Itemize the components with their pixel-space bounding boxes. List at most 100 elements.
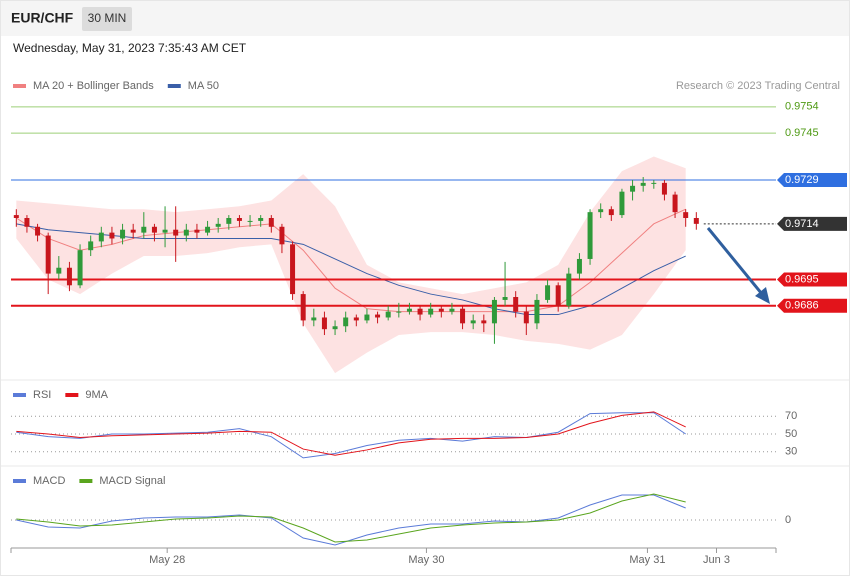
candle-body <box>183 229 189 236</box>
candle-body <box>130 229 136 233</box>
level-tag <box>777 272 847 287</box>
candle-body <box>13 215 19 218</box>
legend-swatch <box>65 393 79 397</box>
forecast-arrow <box>706 227 764 295</box>
candle-body <box>215 223 221 227</box>
candle-body <box>236 218 242 221</box>
legend-label: MA 50 <box>188 80 219 92</box>
indicator-line <box>16 493 686 543</box>
candle-body <box>608 209 614 216</box>
x-tick-label: May 30 <box>408 554 444 566</box>
candle-body <box>438 308 444 312</box>
level-tag <box>777 298 847 313</box>
candle-body <box>375 314 381 318</box>
candle-body <box>545 285 551 300</box>
y-tick-label: 0 <box>785 514 791 526</box>
candle-body <box>683 212 689 218</box>
candle-body <box>88 241 94 251</box>
candle-body <box>77 250 83 286</box>
candle-body <box>332 326 338 330</box>
candle-body <box>279 226 285 245</box>
candle-body <box>576 258 582 274</box>
candle-body <box>502 297 508 300</box>
candle-body <box>98 232 104 242</box>
moving-average <box>16 208 686 313</box>
candle-body <box>258 218 264 221</box>
candle-body <box>300 294 306 321</box>
x-tick-label: May 31 <box>629 554 665 566</box>
candle-body <box>523 311 529 324</box>
indicator-line <box>16 494 686 546</box>
level-label: 0.9714 <box>785 218 819 230</box>
candle-body <box>24 218 30 227</box>
timestamp: Wednesday, May 31, 2023 7:35:43 AM CET <box>13 41 247 55</box>
candle-body <box>141 226 147 233</box>
candle-body <box>290 244 296 295</box>
legend-label: 9MA <box>85 389 108 401</box>
forecast-arrowhead <box>755 287 770 304</box>
candle-body <box>428 308 434 315</box>
legend-label: MACD <box>33 475 65 487</box>
candle-body <box>321 317 327 330</box>
candle-body <box>693 218 699 224</box>
candle-body <box>555 285 561 306</box>
candle-body <box>226 218 232 224</box>
level-label: 0.9695 <box>785 273 819 285</box>
candle-body <box>364 314 370 321</box>
candle-body <box>406 308 412 312</box>
candle-body <box>120 229 126 239</box>
level-tag <box>777 216 847 231</box>
candle-body <box>173 229 179 236</box>
indicator-line <box>16 411 686 456</box>
candle-body <box>630 185 636 192</box>
candle-body <box>396 311 402 313</box>
candle-body <box>651 182 657 184</box>
candle-body <box>598 209 604 213</box>
level-tag <box>777 172 847 187</box>
candle-body <box>194 229 200 233</box>
plots: 0.9754 0.9745 0.9729 0.9714 0.9695 0.9686 MA 2… <box>10 80 847 566</box>
symbol: EUR/CHF <box>11 10 74 26</box>
candle-body <box>268 218 274 227</box>
y-tick-label: 30 <box>785 446 797 458</box>
legend-swatch <box>79 479 93 483</box>
candle-body <box>491 299 497 324</box>
header-bar <box>1 1 849 36</box>
candle-body <box>661 182 667 195</box>
candle-body <box>151 226 157 233</box>
legend-swatch <box>13 393 26 397</box>
candle-body <box>66 267 72 286</box>
candle-body <box>343 317 349 327</box>
interval[interactable]: 30 MIN <box>88 11 127 25</box>
y-tick-label: 70 <box>785 410 797 422</box>
legend-swatch <box>13 479 26 483</box>
candle-body <box>45 235 51 274</box>
candle-body <box>35 226 41 236</box>
candle-body <box>56 267 62 274</box>
candle-body <box>587 212 593 259</box>
credit: Research © 2023 Trading Central <box>676 80 840 92</box>
candle-body <box>205 226 211 233</box>
candle-body <box>619 191 625 216</box>
level-label: 0.9686 <box>785 300 819 312</box>
candle-body <box>109 232 115 239</box>
bollinger-band <box>16 156 686 374</box>
candle-body <box>672 194 678 213</box>
candle-body <box>513 297 519 312</box>
candle-body <box>449 308 455 312</box>
candle-body <box>566 273 572 306</box>
legend-label: MA 20 + Bollinger Bands <box>33 80 154 92</box>
candle-body <box>417 308 423 315</box>
legend-label: RSI <box>33 389 51 401</box>
candle-body <box>353 317 359 321</box>
interval-badge[interactable] <box>82 7 132 31</box>
candle-body <box>460 308 466 324</box>
x-tick-label: May 28 <box>149 554 185 566</box>
moving-average <box>16 223 686 316</box>
x-tick-label: Jun 3 <box>703 554 730 566</box>
candle-body <box>162 229 168 233</box>
indicator-line <box>16 412 686 459</box>
candle-body <box>311 317 317 321</box>
candle-body <box>640 182 646 186</box>
